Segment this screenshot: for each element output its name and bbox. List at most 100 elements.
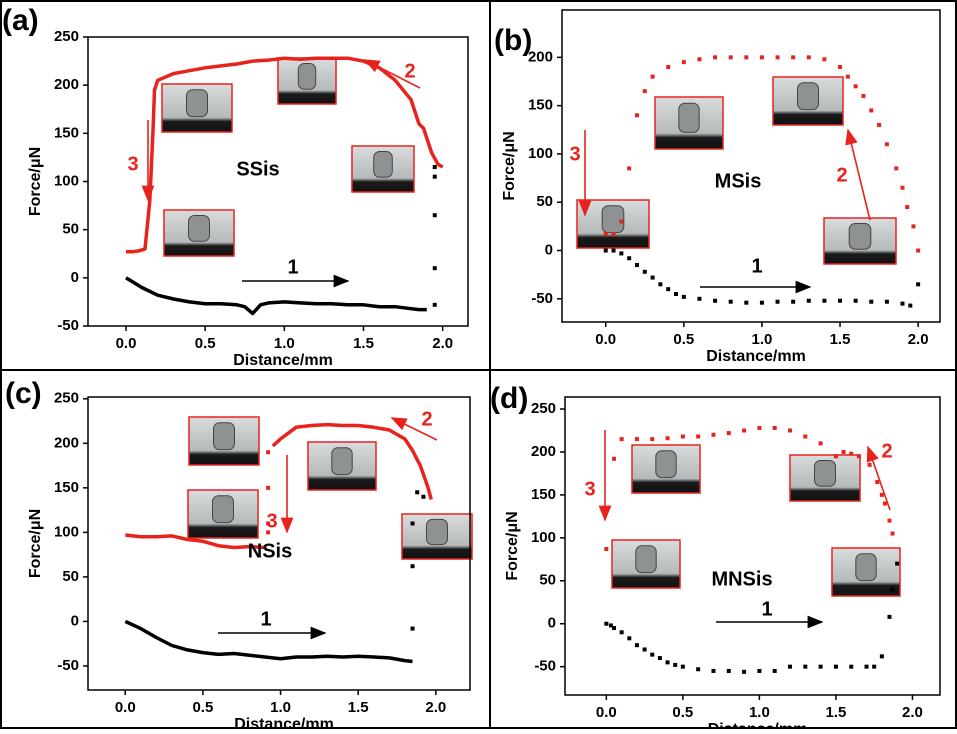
x-tick-label: 2.0 (908, 331, 929, 348)
x-tick-label: 2.0 (902, 704, 923, 721)
data-point (776, 55, 780, 59)
y-tick-label: -50 (57, 657, 79, 674)
data-point (854, 84, 858, 88)
data-point (803, 665, 807, 669)
panel-label: (b) (494, 24, 532, 57)
x-tick-label: 1.0 (749, 704, 770, 721)
data-point (791, 300, 795, 304)
data-point (849, 665, 853, 669)
data-point (433, 213, 437, 217)
y-axis-title: Force/μN (27, 147, 44, 216)
data-point (905, 205, 909, 209)
x-tick-label: 1.0 (270, 699, 291, 716)
data-point (433, 303, 437, 307)
data-point (619, 251, 623, 255)
data-point (880, 493, 884, 497)
data-point (696, 435, 700, 439)
arrow-label: 2 (421, 408, 432, 430)
data-point (651, 276, 655, 280)
data-point (643, 89, 647, 93)
data-point (266, 450, 270, 454)
data-point (266, 486, 270, 490)
inset-droplet (856, 554, 876, 581)
data-point (627, 166, 631, 170)
data-point (807, 299, 811, 303)
y-tick-label: 200 (54, 76, 79, 93)
y-axis-title: Force/μN (504, 511, 521, 580)
data-point (868, 463, 872, 467)
data-point (757, 669, 761, 673)
data-point (846, 75, 850, 79)
data-point (666, 65, 670, 69)
data-point (834, 454, 838, 458)
arrow-label: 1 (287, 256, 298, 278)
x-tick-label: 0.5 (673, 331, 694, 348)
x-tick-label: 2.0 (432, 335, 453, 352)
data-point (776, 300, 780, 304)
data-point (411, 564, 415, 568)
data-point (854, 299, 858, 303)
data-point (842, 450, 846, 454)
arrow-label: 1 (751, 255, 762, 277)
y-tick-label: 250 (531, 400, 556, 417)
data-point (880, 654, 884, 658)
data-point (673, 663, 677, 667)
y-tick-label: 0 (548, 615, 556, 632)
data-point (887, 615, 891, 619)
data-point (674, 292, 678, 296)
data-point (895, 562, 899, 566)
data-point (635, 263, 639, 267)
data-point (604, 547, 608, 551)
data-point (411, 521, 415, 525)
arrow-label: 2 (836, 164, 847, 186)
data-point (773, 669, 777, 673)
data-point (891, 532, 895, 536)
data-point (911, 224, 915, 228)
y-tick-label: 100 (531, 529, 556, 546)
data-point (635, 113, 639, 117)
inset-droplet (679, 103, 699, 132)
data-point (620, 437, 624, 441)
data-point (908, 304, 912, 308)
y-axis-title: Force/μN (27, 509, 44, 578)
inset-droplet (189, 216, 210, 242)
data-point (627, 636, 631, 640)
y-tick-label: 250 (54, 28, 79, 45)
data-point (901, 302, 905, 306)
data-point (916, 249, 920, 253)
x-tick-label: 1.5 (830, 331, 851, 348)
data-point (421, 495, 425, 499)
y-tick-label: 150 (531, 486, 556, 503)
data-point (604, 622, 608, 626)
inset-droplet (374, 152, 393, 178)
data-point (807, 55, 811, 59)
arrow-label: 1 (761, 598, 772, 620)
data-point (760, 301, 764, 305)
data-point (788, 665, 792, 669)
x-axis-title: Distance/mm (233, 352, 333, 369)
inset-droplet (602, 206, 624, 233)
data-point (711, 669, 715, 673)
data-point (819, 665, 823, 669)
data-point (885, 142, 889, 146)
x-tick-label: 1.5 (353, 335, 374, 352)
data-point (651, 75, 655, 79)
x-tick-label: 0.0 (116, 335, 137, 352)
data-point (635, 643, 639, 647)
x-tick-label: 0.0 (595, 331, 616, 348)
data-point (666, 436, 670, 440)
data-point (742, 428, 746, 432)
data-point (612, 457, 616, 461)
y-tick-label: 50 (539, 572, 556, 589)
x-tick-label: 0.0 (115, 699, 136, 716)
inset-droplet (636, 546, 656, 573)
x-tick-label: 1.0 (274, 335, 295, 352)
panel-label: (a) (2, 4, 39, 37)
inset-droplet (187, 90, 208, 117)
y-tick-label: 150 (54, 479, 79, 496)
data-point (916, 282, 920, 286)
data-line (126, 278, 427, 314)
x-tick-label: 0.5 (672, 704, 693, 721)
sample-label: MNSis (711, 568, 772, 590)
data-point (658, 656, 662, 660)
